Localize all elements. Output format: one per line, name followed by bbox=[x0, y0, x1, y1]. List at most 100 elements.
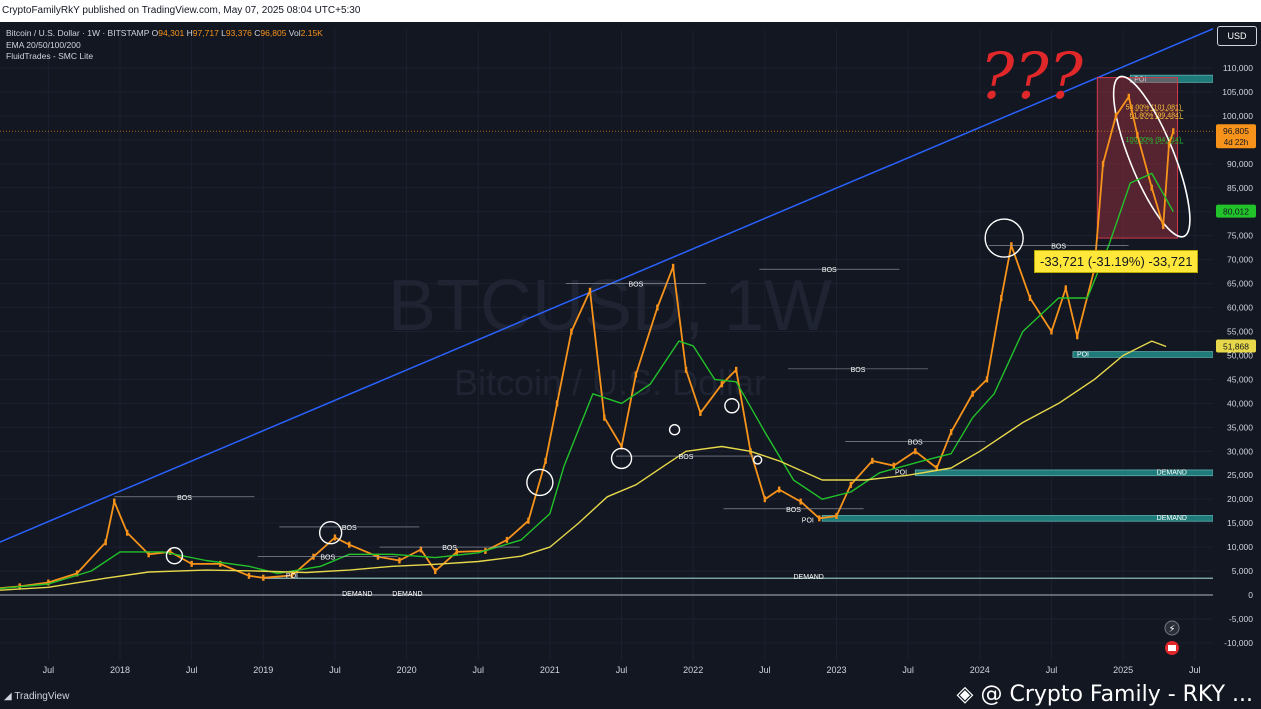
y-tick-label: 105,000 bbox=[1222, 87, 1253, 97]
candle-point bbox=[871, 457, 874, 464]
circle-marker bbox=[752, 455, 763, 465]
tradingview-logo[interactable]: ◢ TradingView bbox=[4, 688, 69, 705]
candle-point bbox=[434, 568, 437, 575]
x-tick-label: Jul bbox=[1046, 665, 1058, 675]
x-tick-label: 2021 bbox=[540, 665, 560, 675]
price-tag bbox=[1216, 204, 1256, 218]
bos-label: BOS bbox=[342, 525, 357, 532]
x-tick-label: Jul bbox=[616, 665, 628, 675]
candle-point bbox=[971, 390, 974, 397]
alert-icon[interactable]: ⚡ bbox=[1164, 620, 1180, 636]
price-tag-value: 51,868 bbox=[1223, 342, 1249, 352]
candle-point bbox=[835, 512, 838, 519]
y-tick-label: 40,000 bbox=[1227, 398, 1253, 408]
y-tick-label: 25,000 bbox=[1227, 470, 1253, 480]
x-tick-label: 2024 bbox=[970, 665, 990, 675]
series-line-ema-20 bbox=[0, 172, 1174, 590]
candle-point bbox=[1150, 184, 1153, 191]
x-tick-label: 2018 bbox=[110, 665, 130, 675]
candle-point bbox=[985, 376, 989, 383]
price-change-label: -33,721 (-31.19%) -33,721 bbox=[1034, 250, 1199, 273]
currency-button[interactable]: USD bbox=[1217, 26, 1257, 46]
candle-point bbox=[113, 498, 116, 505]
circle-marker bbox=[318, 521, 343, 545]
candle-point bbox=[147, 551, 150, 558]
legend-symbol-row: Bitcoin / U.S. Dollar · 1W · BITSTAMP O9… bbox=[6, 28, 323, 40]
y-tick-label: 90,000 bbox=[1227, 159, 1253, 169]
y-tick-label: 110,000 bbox=[1223, 63, 1253, 73]
candle-point bbox=[892, 462, 896, 469]
highlight-ellipse bbox=[1112, 75, 1191, 238]
circle-markers bbox=[165, 218, 1024, 565]
candle-point bbox=[1000, 294, 1003, 301]
y-tick-label: 50,000 bbox=[1227, 350, 1253, 360]
candle-point bbox=[348, 541, 351, 548]
candle-point bbox=[125, 529, 129, 536]
x-tick-label: 2020 bbox=[397, 665, 417, 675]
candle-point bbox=[763, 496, 767, 503]
annotations: BOSBOSBOSBOSBOSBOSBOSBOSBOSBOSBOSPOIPOIP… bbox=[114, 243, 1129, 580]
x-tick-label: 2022 bbox=[683, 665, 703, 675]
legend-low: 93,376 bbox=[225, 28, 252, 38]
candle-point bbox=[1114, 112, 1118, 119]
y-tick-label: 100,000 bbox=[1222, 111, 1253, 121]
x-axis[interactable]: Jul 2018 Jul 2019 Jul 2020 Jul 2021 Jul 2022 Jul 20… bbox=[43, 665, 1201, 675]
candle-point bbox=[1162, 223, 1165, 230]
candle-point bbox=[1028, 294, 1032, 301]
candle-point bbox=[914, 448, 917, 455]
y-tick-label: 85,000 bbox=[1227, 183, 1253, 193]
x-tick-label: Jul bbox=[1189, 665, 1201, 675]
candle-point bbox=[588, 287, 592, 294]
legend-l-label: L bbox=[221, 28, 226, 38]
x-tick-label: 2025 bbox=[1113, 665, 1133, 675]
y-tick-label: 60,000 bbox=[1227, 303, 1253, 313]
y-tick-label: 10,000 bbox=[1227, 542, 1253, 552]
candle-point bbox=[527, 517, 530, 524]
candle-point bbox=[620, 443, 623, 450]
circle-marker bbox=[984, 218, 1024, 258]
candle-point bbox=[555, 400, 559, 407]
fib-label: 61.80% (99,484) bbox=[1130, 112, 1182, 119]
candle-point bbox=[104, 539, 107, 546]
candle-point bbox=[219, 560, 222, 567]
zone-label: POI bbox=[1134, 76, 1146, 83]
circle-marker bbox=[668, 424, 681, 436]
bos-label: BOS bbox=[786, 507, 801, 514]
candle-point bbox=[168, 548, 172, 555]
candle-point bbox=[935, 465, 939, 472]
y-tick-label: 45,000 bbox=[1227, 374, 1253, 384]
x-tick-label: Jul bbox=[43, 665, 55, 675]
legend-c-label: C bbox=[254, 28, 261, 38]
candle-point bbox=[1101, 160, 1105, 167]
candle-point bbox=[262, 574, 265, 581]
price-chart[interactable]: BTCUSD, 1W Bitcoin / U.S. Dollar DEMAND D… bbox=[0, 22, 1261, 686]
candle-point bbox=[799, 498, 802, 505]
bos-label: BOS bbox=[442, 545, 457, 552]
circle-marker bbox=[165, 547, 184, 565]
calendar-icon[interactable] bbox=[1165, 641, 1179, 655]
y-tick-label: -10,000 bbox=[1224, 638, 1253, 648]
candle-point bbox=[949, 429, 953, 436]
demand-label: DEMAND bbox=[342, 591, 372, 598]
candle-point bbox=[849, 481, 853, 488]
candle-point bbox=[684, 366, 688, 373]
author-watermark: ◈ @ Crypto Family - RKY ... bbox=[957, 684, 1253, 706]
candle-point bbox=[777, 486, 781, 493]
candle-point bbox=[505, 536, 509, 543]
candle-point bbox=[419, 546, 423, 553]
candle-point bbox=[720, 381, 724, 388]
price-tag-value: 96,805 bbox=[1223, 126, 1249, 136]
y-axis[interactable]: 110,000105,000100,00095,00090,00085,0008… bbox=[1213, 22, 1261, 686]
legend-open: 94,301 bbox=[158, 28, 185, 38]
legend-symbol: Bitcoin / U.S. Dollar · 1W · BITSTAMP bbox=[6, 28, 150, 38]
legend-ema[interactable]: EMA 20/50/100/200 bbox=[6, 39, 81, 50]
candle-point bbox=[1167, 141, 1171, 148]
legend-smc[interactable]: FluidTrades - SMC Lite bbox=[6, 51, 94, 61]
x-tick-label: Jul bbox=[329, 665, 341, 675]
bos-label: BOS bbox=[679, 454, 694, 461]
candle-point bbox=[734, 366, 738, 373]
range-box[interactable] bbox=[1096, 77, 1179, 239]
published-text: CryptoFamilyRkY published on TradingView… bbox=[2, 5, 361, 16]
candle-point bbox=[1076, 333, 1079, 340]
candle-point bbox=[603, 414, 606, 421]
